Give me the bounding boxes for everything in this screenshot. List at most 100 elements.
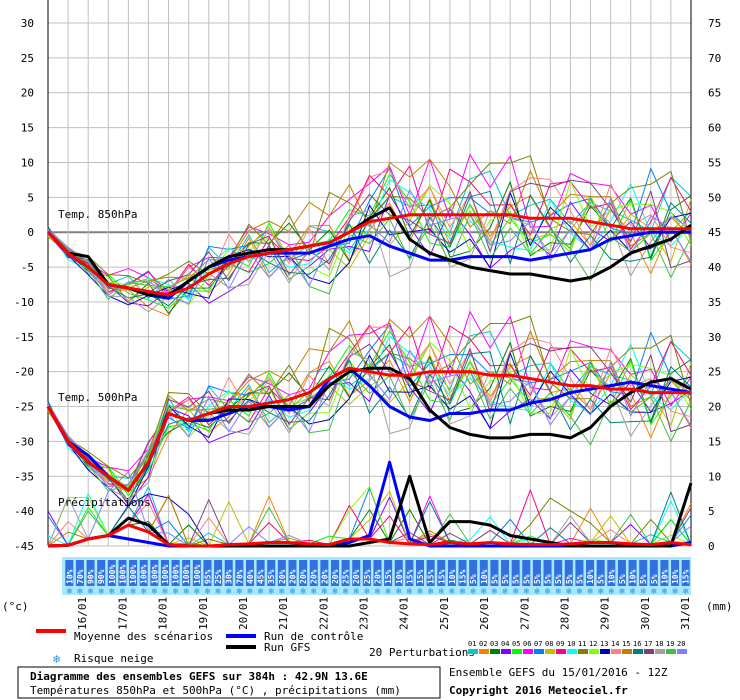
snowflake-icon: ❄ [53, 652, 60, 666]
snow-risk-cell: 100% ❄ [107, 560, 117, 597]
snow-risk-pct: 5% [597, 574, 606, 584]
date-label: 29/01 [599, 597, 612, 630]
snowflake-icon: ❄ [88, 587, 94, 597]
snow-risk-cell: 20% ❄ [352, 560, 361, 597]
perturbation-t850-line [47, 154, 692, 295]
snow-risk-pct: 10% [629, 569, 638, 584]
snow-risk-pct: 100% [129, 565, 138, 584]
snowflake-icon: ❄ [683, 587, 689, 597]
snow-risk-bar [586, 560, 595, 586]
snow-risk-cell: 20% ❄ [330, 560, 340, 597]
snow-risk-cell: 10% ❄ [65, 560, 74, 597]
snow-risk-pct: 5% [490, 574, 499, 584]
snowflake-icon: ❄ [130, 587, 136, 597]
snow-risk-bar [469, 560, 478, 586]
snowflake-icon: ❄ [640, 587, 646, 597]
date-label: 23/01 [358, 597, 371, 630]
perturbation-number: 20 [677, 640, 685, 648]
snowflake-icon: ❄ [109, 587, 115, 597]
perturbation-t850-line [47, 204, 692, 313]
snow-risk-pct: 20% [374, 569, 383, 584]
snowflake-icon: ❄ [545, 587, 551, 597]
perturbation-swatch [666, 649, 676, 654]
perturbation-t850-line [47, 165, 692, 293]
perturbation-t850-line [47, 179, 692, 293]
snowflake-icon: ❄ [173, 587, 179, 597]
snowflake-icon: ❄ [534, 587, 540, 597]
perturbation-swatch [512, 649, 522, 654]
snow-risk-pct: 5% [544, 574, 553, 584]
right-tick-label: 70 [708, 52, 721, 65]
snow-risk-cell: 10% ❄ [394, 560, 404, 597]
snow-risk-bar [532, 560, 541, 586]
snow-risk-cell: 100% ❄ [118, 560, 127, 597]
snow-risk-bar [671, 560, 680, 586]
snowflake-icon: ❄ [77, 587, 83, 597]
left-tick-label: -40 [14, 505, 34, 518]
snow-risk-bar [97, 560, 106, 586]
snow-risk-cell: 100% ❄ [129, 560, 138, 597]
snow-risk-cell: 100% ❄ [182, 560, 191, 597]
perturbation-swatch [468, 649, 478, 654]
snow-risk-pct: 45% [257, 569, 266, 584]
perturbation-number: 15 [622, 640, 630, 648]
snowflake-icon: ❄ [67, 587, 73, 597]
snow-risk-bar [596, 560, 605, 586]
right-tick-label: 65 [708, 87, 721, 100]
snowflake-icon: ❄ [215, 587, 221, 597]
snow-risk-pct: 10% [607, 569, 616, 584]
snow-risk-pct: 5% [650, 574, 659, 584]
snowflake-icon: ❄ [651, 587, 657, 597]
snowflake-icon: ❄ [311, 587, 317, 597]
footer-copyright: Copyright 2016 Meteociel.fr [449, 684, 628, 697]
snowflake-icon: ❄ [407, 587, 413, 597]
date-label: 25/01 [438, 597, 451, 630]
snow-risk-pct: 10% [395, 569, 404, 584]
snow-risk-cell: 45% ❄ [256, 560, 266, 597]
snowflake-icon: ❄ [630, 587, 636, 597]
snow-risk-bar [639, 560, 648, 586]
snowflake-icon: ❄ [290, 587, 296, 597]
snow-risk-cell: 20% ❄ [288, 560, 297, 597]
date-label: 19/01 [197, 597, 210, 630]
snow-risk-pct: 10% [448, 569, 457, 584]
snow-risk-pct: 40% [246, 569, 255, 584]
snow-risk-bar [245, 560, 254, 586]
snow-risk-bar [373, 560, 382, 586]
perturbation-number: 03 [490, 640, 498, 648]
snow-risk-pct: 15% [405, 569, 414, 584]
snow-risk-bar [479, 560, 488, 586]
perturbation-number: 06 [523, 640, 531, 648]
snow-risk-cell: 5% ❄ [617, 560, 627, 597]
date-label: 22/01 [317, 597, 330, 630]
snowflake-icon: ❄ [449, 587, 455, 597]
snowflake-icon: ❄ [502, 587, 508, 597]
snowflake-icon: ❄ [470, 587, 476, 597]
left-tick-label: -20 [14, 366, 34, 379]
right-tick-label: 25 [708, 366, 721, 379]
snow-risk-bar [65, 560, 74, 586]
perturbation-number: 10 [567, 640, 575, 648]
snow-risk-pct: 100% [118, 565, 127, 584]
perturbation-swatch [644, 649, 654, 654]
left-tick-label: 10 [21, 156, 34, 169]
snow-risk-bar [129, 560, 138, 586]
snow-risk-bar [277, 560, 286, 586]
snow-risk-bar [203, 560, 212, 586]
snowflake-icon: ❄ [513, 587, 519, 597]
left-tick-label: -15 [14, 331, 34, 344]
snow-risk-cell: 15% ❄ [426, 560, 436, 597]
snow-risk-bar [192, 560, 201, 586]
snow-risk-bar [447, 560, 456, 586]
snow-risk-cell: 5% ❄ [639, 560, 648, 597]
snow-risk-cell: 10% ❄ [447, 560, 457, 597]
snow-risk-cell: 20% ❄ [373, 560, 383, 597]
snow-risk-cell: 20% ❄ [299, 560, 308, 597]
snow-risk-bar [352, 560, 361, 586]
perturbation-swatch [490, 649, 500, 654]
right-tick-label: 50 [708, 191, 721, 204]
snow-risk-cell: 95% ❄ [203, 560, 212, 597]
snowflake-icon: ❄ [428, 587, 434, 597]
snow-risk-bar [107, 560, 116, 586]
snow-risk-pct: 5% [469, 574, 478, 584]
